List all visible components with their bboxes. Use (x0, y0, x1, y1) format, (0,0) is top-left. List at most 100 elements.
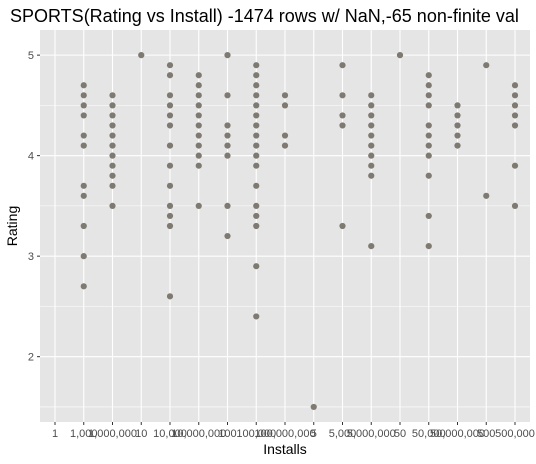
data-point (253, 82, 260, 89)
data-point (253, 182, 260, 189)
data-point (166, 92, 174, 99)
x-tick-label: 5,000 (329, 428, 357, 440)
data-point (253, 62, 260, 69)
data-point (368, 102, 375, 109)
data-point (166, 202, 174, 209)
data-point (425, 122, 432, 129)
data-point (281, 92, 289, 99)
data-point (483, 192, 490, 199)
data-point (425, 132, 432, 139)
data-point (166, 212, 174, 220)
data-point (80, 192, 87, 199)
x-tick-label: 1 (52, 428, 58, 440)
data-point (253, 222, 260, 230)
data-point (166, 182, 174, 189)
data-point (166, 72, 174, 79)
data-point (281, 142, 289, 149)
y-tick-label: 2 (28, 352, 34, 364)
data-point (368, 132, 375, 139)
data-point (195, 102, 202, 109)
data-point (109, 152, 116, 159)
data-point (253, 212, 260, 220)
data-point (166, 293, 174, 300)
data-point (281, 132, 289, 139)
x-axis-title: Installs (263, 441, 307, 457)
x-tick-label: 1,000,000 (88, 428, 137, 440)
data-point (253, 162, 260, 169)
data-point (368, 243, 375, 250)
data-point (339, 222, 346, 230)
data-point (425, 142, 432, 149)
data-point (195, 202, 202, 209)
data-point (253, 142, 260, 149)
data-point (80, 132, 87, 139)
data-point (368, 112, 375, 119)
data-point (368, 172, 375, 179)
data-point (339, 62, 346, 69)
data-point (80, 182, 87, 189)
data-point (138, 52, 145, 59)
data-point (339, 112, 346, 119)
data-point (80, 112, 87, 119)
data-point (454, 122, 461, 129)
data-point (253, 122, 260, 129)
y-tick-label: 4 (28, 151, 34, 163)
data-point (166, 222, 174, 230)
data-point (224, 142, 231, 149)
data-point (253, 72, 260, 79)
data-point (368, 122, 375, 129)
data-point (109, 182, 116, 189)
data-point (425, 82, 432, 89)
data-point (425, 243, 432, 250)
data-point (253, 263, 260, 270)
data-point (80, 102, 87, 109)
data-point (195, 162, 202, 169)
data-point (224, 232, 231, 240)
data-point (511, 102, 519, 109)
data-point (425, 72, 432, 79)
data-point (109, 142, 116, 149)
data-point (80, 253, 87, 260)
x-tick-label: 10,000 (153, 428, 187, 440)
x-tick-label: 50,000,000 (430, 428, 485, 440)
data-point (339, 122, 346, 129)
data-point (253, 112, 260, 119)
data-point (253, 102, 260, 109)
data-point (281, 102, 289, 109)
data-point (253, 92, 260, 99)
data-point (253, 202, 260, 209)
data-point (109, 172, 116, 179)
y-axis-title: Rating (4, 206, 20, 246)
data-point (454, 132, 461, 139)
points-layer (80, 52, 519, 411)
data-point (454, 142, 461, 149)
data-point (195, 132, 202, 139)
data-point (195, 92, 202, 99)
data-point (195, 112, 202, 119)
data-point (253, 313, 260, 320)
data-point (166, 102, 174, 109)
data-point (195, 72, 202, 79)
data-point (224, 92, 231, 99)
data-point (224, 202, 231, 209)
data-point (166, 62, 174, 69)
data-point (80, 222, 87, 230)
x-tick-label: 100 (218, 428, 236, 440)
data-point (109, 162, 116, 169)
chart-title: SPORTS(Rating vs Install) -1474 rows w/ … (10, 6, 519, 26)
data-point (195, 82, 202, 89)
data-point (166, 112, 174, 119)
data-point (195, 152, 202, 159)
data-point (224, 122, 231, 129)
data-point (511, 162, 519, 169)
data-point (80, 82, 87, 89)
data-point (224, 52, 231, 59)
data-point (368, 92, 375, 99)
x-tick-label: 1,000 (70, 428, 98, 440)
data-point (109, 132, 116, 139)
data-point (425, 172, 432, 179)
data-point (310, 403, 317, 411)
data-point (368, 162, 375, 169)
